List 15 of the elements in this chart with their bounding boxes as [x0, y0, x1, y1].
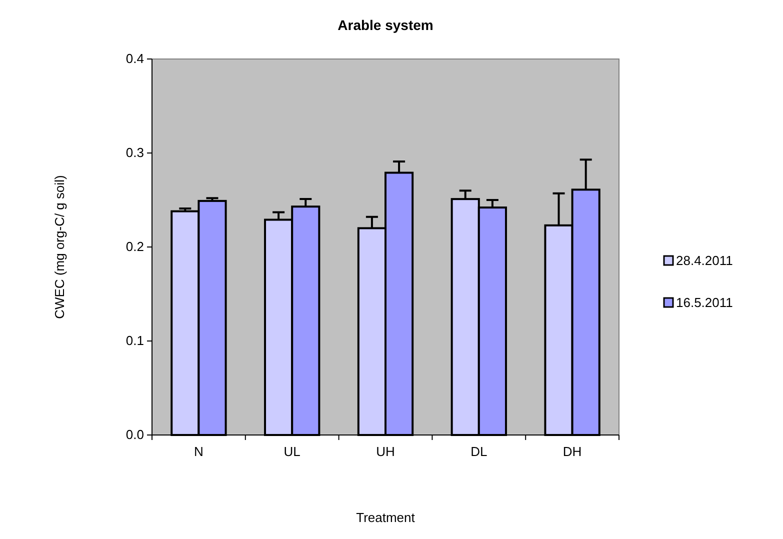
y-tick-label: 0.0 — [126, 427, 144, 442]
y-axis-title: CWEC (mg org-C/ g soil) — [52, 175, 67, 319]
x-tick-label: N — [194, 444, 204, 460]
legend-label: 28.4.2011 — [676, 253, 733, 268]
y-tick-label: 0.2 — [126, 239, 144, 254]
y-tick-label: 0.1 — [126, 333, 144, 348]
x-tick-label: DH — [562, 444, 582, 460]
x-tick-label: UH — [376, 444, 395, 460]
y-tick-label: 0.4 — [126, 51, 144, 66]
y-tick-label: 0.3 — [126, 145, 144, 160]
chart-title: Arable system — [338, 17, 434, 33]
x-tick-label: DL — [470, 444, 488, 460]
x-tick-label: UL — [284, 444, 300, 460]
x-axis-title: Treatment — [356, 510, 416, 525]
legend-label: 16.5.2011 — [676, 295, 733, 310]
